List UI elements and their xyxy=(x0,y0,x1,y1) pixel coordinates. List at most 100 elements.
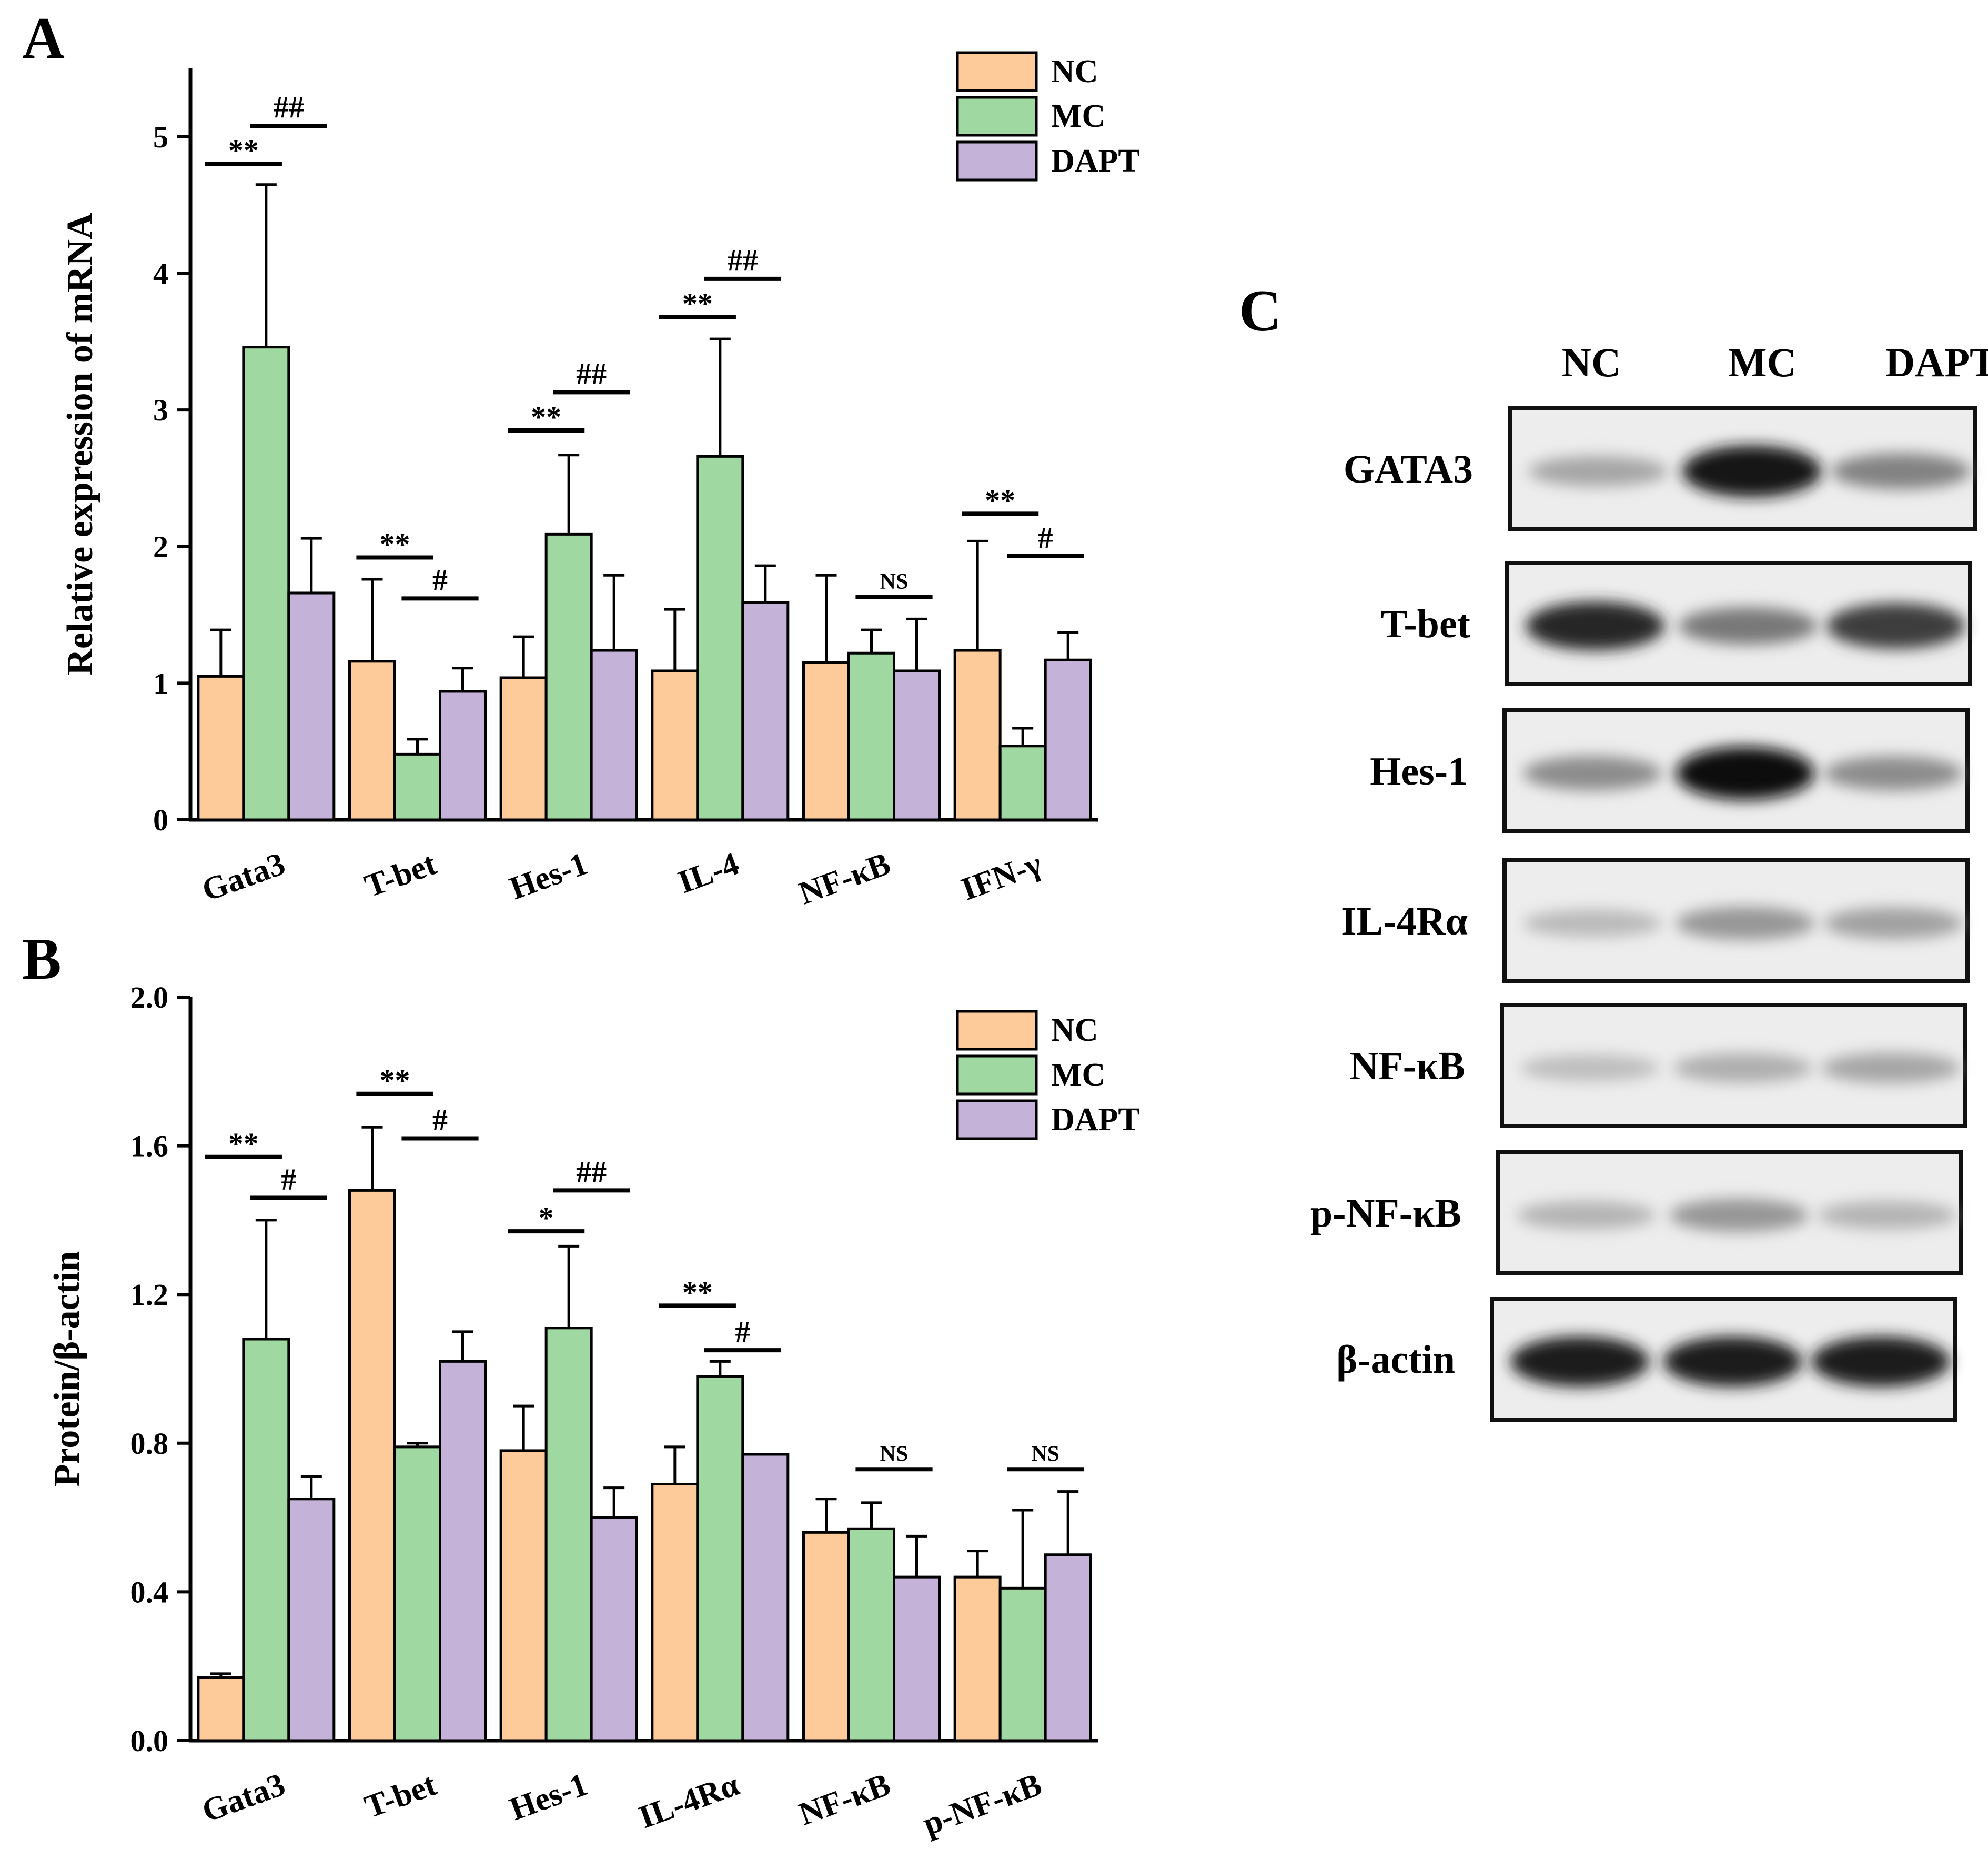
y-tick-label: 0.8 xyxy=(130,1426,169,1461)
blot-band xyxy=(1678,607,1818,645)
legend-label-nc: NC xyxy=(1051,1012,1098,1048)
bar-dapt xyxy=(1044,1553,1092,1742)
blot-band xyxy=(1831,453,1971,489)
blot-row-label: NF-κB xyxy=(1349,1044,1465,1088)
sig-label: # xyxy=(281,1162,296,1197)
blot-band xyxy=(1673,1053,1812,1083)
y-tick-label: 0.4 xyxy=(130,1575,169,1609)
legend-label-nc: NC xyxy=(1051,54,1098,89)
sig-label: ## xyxy=(576,1154,607,1189)
sig-label: * xyxy=(539,1201,554,1235)
blot-band xyxy=(1682,445,1822,497)
bar-nc xyxy=(197,675,245,821)
x-tick-label: IL-4Rα xyxy=(634,1766,744,1835)
bar-nc xyxy=(802,1531,850,1742)
sig-label: # xyxy=(432,562,448,597)
blot-band xyxy=(1523,909,1662,937)
blot-row: GATA3 xyxy=(1344,406,1977,531)
blot-band xyxy=(1510,1336,1650,1387)
bar-dapt xyxy=(590,649,638,821)
y-tick-label: 2.0 xyxy=(130,980,169,1014)
legend-label-dapt: DAPT xyxy=(1051,143,1140,179)
blot-band xyxy=(1528,456,1668,487)
blot-column-label: DAPT xyxy=(1885,339,1988,385)
x-tick-label: T-bet xyxy=(360,846,441,905)
bar-dapt xyxy=(893,669,941,821)
bar-mc xyxy=(696,455,744,821)
bar-dapt xyxy=(287,591,336,821)
sig-label: ** xyxy=(682,1275,713,1309)
blot-row: IL-4Rα xyxy=(1341,858,1970,983)
x-tick-label: Hes-1 xyxy=(505,1766,592,1827)
bar-nc xyxy=(197,1676,245,1742)
blot-band xyxy=(1676,747,1815,800)
sig-label: ** xyxy=(985,483,1015,517)
sig-label: ** xyxy=(228,134,259,168)
blot-row: T-bet xyxy=(1381,561,1972,686)
sig-label: NS xyxy=(1031,1442,1059,1466)
bar-nc xyxy=(802,661,850,821)
sig-label: # xyxy=(432,1102,448,1137)
bar-dapt xyxy=(1044,658,1092,821)
sig-label: ** xyxy=(531,400,561,434)
bar-nc xyxy=(651,669,699,821)
blot-row-label: p-NF-κB xyxy=(1310,1191,1461,1235)
blot-row-label: GATA3 xyxy=(1344,447,1473,491)
blot-column-label: NC xyxy=(1562,339,1621,385)
legend-label-mc: MC xyxy=(1051,1057,1105,1093)
bar-dapt xyxy=(893,1575,941,1742)
bar-nc xyxy=(348,1189,396,1742)
blot-band xyxy=(1824,907,1963,939)
bar-dapt xyxy=(439,1360,487,1742)
sig-label: ** xyxy=(228,1127,259,1161)
blot-row-label: Hes-1 xyxy=(1370,749,1468,793)
sig-label: ## xyxy=(274,90,304,124)
bar-nc xyxy=(499,1449,548,1742)
y-axis-label: Relative expression of mRNA xyxy=(60,213,100,676)
western-blot-panel: NC MC DAPT GATA3 T-bet Hes-1 IL-4Rα NF-κB p-NF-κ… xyxy=(1310,339,1988,1422)
x-tick-label: IL-4 xyxy=(673,846,743,900)
blot-band xyxy=(1821,1052,1961,1083)
bar-mc xyxy=(393,752,441,821)
legend-swatch-nc xyxy=(956,51,1038,92)
sig-label: ** xyxy=(682,287,713,321)
blot-band xyxy=(1676,907,1815,940)
x-tick-label: NF-κB xyxy=(794,846,895,911)
x-tick-label: T-bet xyxy=(360,1766,441,1825)
y-tick-label: 3 xyxy=(153,393,168,427)
blot-band xyxy=(1811,1336,1951,1387)
legend-swatch-mc xyxy=(956,96,1038,137)
x-tick-label: Hes-1 xyxy=(505,846,592,907)
y-tick-label: 0 xyxy=(153,803,168,837)
y-tick-label: 0.0 xyxy=(130,1724,169,1758)
sig-label: NS xyxy=(880,1442,909,1466)
blot-row: Hes-1 xyxy=(1370,708,1970,833)
bar-nc xyxy=(953,649,1002,821)
bar-mc xyxy=(544,532,593,821)
blot-row-label: T-bet xyxy=(1381,602,1470,646)
blot-band xyxy=(1520,1054,1660,1082)
y-tick-label: 1 xyxy=(153,666,168,700)
bar-dapt xyxy=(287,1498,336,1742)
panel-label-c: C xyxy=(1239,278,1281,344)
bar-mc xyxy=(847,651,895,821)
x-tick-label: NF-κB xyxy=(794,1766,895,1832)
sig-label: NS xyxy=(880,570,909,594)
y-tick-label: 5 xyxy=(153,120,168,154)
mrna-bar-chart: 0 1 2 3 4 5 Relative expression of mRNA Gata3 T-… xyxy=(60,51,1140,911)
legend-label-mc: MC xyxy=(1051,98,1105,134)
protein-bar-chart: 0.0 0.4 0.8 1.2 1.6 2.0 Protein/β-actin Gata3 T-… xyxy=(47,980,1140,1842)
bar-mc xyxy=(998,745,1047,821)
bar-mc xyxy=(998,1586,1047,1742)
bar-dapt xyxy=(741,1453,790,1742)
panel-label-b: B xyxy=(22,927,62,992)
bar-nc xyxy=(651,1483,699,1742)
legend-swatch-dapt xyxy=(956,1099,1038,1140)
y-tick-label: 1.2 xyxy=(130,1278,169,1312)
blot-band xyxy=(1523,756,1662,791)
bar-mc xyxy=(393,1445,441,1742)
x-tick-label: IFN-γ xyxy=(957,846,1046,907)
blot-band xyxy=(1526,601,1665,651)
sig-label: ## xyxy=(576,356,607,390)
